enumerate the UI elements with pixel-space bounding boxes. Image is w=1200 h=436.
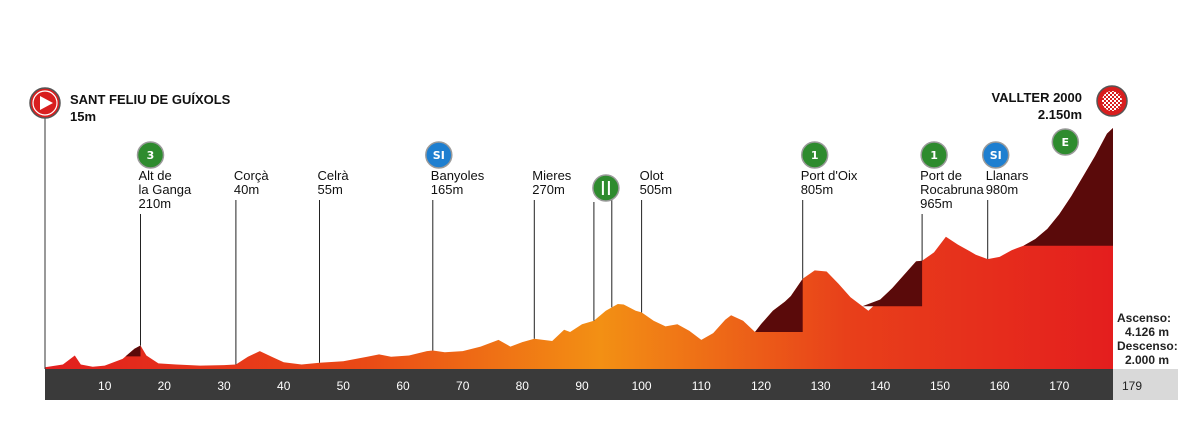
finish-elevation: 2.150m bbox=[1038, 107, 1082, 122]
waypoint-elevation: 270m bbox=[532, 182, 565, 197]
climb-section bbox=[125, 345, 141, 357]
waypoint-name: Olot bbox=[640, 168, 664, 183]
descent-value: 2.000 m bbox=[1125, 353, 1169, 367]
axis-tick-label: 100 bbox=[632, 379, 652, 393]
descent-label: Descenso: bbox=[1117, 339, 1178, 353]
axis-tick-label: 90 bbox=[575, 379, 589, 393]
waypoint-elevation: 505m bbox=[640, 182, 673, 197]
waypoint-name: Corçà bbox=[234, 168, 269, 183]
distance-axis-ticks: 10 20 30 40 50 60 70 80 90 100 110 120 130 140 150 160 1… bbox=[98, 379, 1070, 393]
svg-text:3: 3 bbox=[147, 149, 155, 162]
ascent-value: 4.126 m bbox=[1125, 325, 1169, 339]
waypoint-elevation: 980m bbox=[986, 182, 1019, 197]
distance-axis-bar bbox=[45, 369, 1113, 400]
finish-name: VALLTER 2000 bbox=[991, 90, 1082, 105]
total-distance-box bbox=[1113, 369, 1178, 400]
climb-section bbox=[755, 278, 803, 332]
axis-tick-label: 120 bbox=[751, 379, 771, 393]
intermediate-sprint-icon: SI bbox=[425, 141, 453, 169]
feed-zone-icon bbox=[592, 174, 620, 202]
waypoint-elevation: 165m bbox=[431, 182, 464, 197]
category-3-climb-icon: 3 bbox=[136, 141, 165, 169]
waypoint-name: Banyoles bbox=[431, 168, 485, 183]
axis-tick-label: 40 bbox=[277, 379, 291, 393]
marker-lines bbox=[140, 190, 989, 365]
waypoint-name: Mieres bbox=[532, 168, 572, 183]
axis-tick-label: 160 bbox=[990, 379, 1010, 393]
axis-tick-label: 130 bbox=[811, 379, 831, 393]
axis-tick-label: 60 bbox=[396, 379, 410, 393]
svg-text:1: 1 bbox=[930, 149, 938, 162]
category-1-climb-icon: 1 bbox=[800, 141, 829, 169]
axis-tick-label: 50 bbox=[337, 379, 351, 393]
axis-tick-label: 70 bbox=[456, 379, 470, 393]
svg-text:1: 1 bbox=[811, 149, 819, 162]
axis-tick-label: 10 bbox=[98, 379, 112, 393]
ascent-label: Ascenso: bbox=[1117, 311, 1171, 325]
waypoint-elevation: 40m bbox=[234, 182, 259, 197]
climb-sections bbox=[125, 128, 1113, 357]
waypoint-name: Rocabruna bbox=[920, 182, 984, 197]
climb-section bbox=[999, 128, 1113, 246]
waypoint-elevation: 210m bbox=[139, 196, 172, 211]
waypoint-elevation: 965m bbox=[920, 196, 953, 211]
start-name: SANT FELIU DE GUÍXOLS bbox=[70, 92, 231, 107]
axis-tick-label: 150 bbox=[930, 379, 950, 393]
finish-checkered-icon bbox=[1096, 85, 1128, 117]
axis-tick-label: 170 bbox=[1049, 379, 1069, 393]
svg-text:SI: SI bbox=[990, 149, 1002, 162]
waypoint-name: Llanars bbox=[986, 168, 1029, 183]
waypoint-name: Alt de bbox=[139, 168, 172, 183]
start-elevation: 15m bbox=[70, 109, 96, 124]
axis-tick-label: 110 bbox=[692, 379, 711, 393]
axis-tick-label: 140 bbox=[870, 379, 890, 393]
waypoint-name: Celrà bbox=[318, 168, 350, 183]
elevation-profile-area bbox=[45, 128, 1113, 369]
axis-tick-label: 30 bbox=[217, 379, 231, 393]
intermediate-sprint-icon: SI bbox=[981, 141, 1010, 169]
waypoint-name: Port d'Oix bbox=[801, 168, 858, 183]
svg-text:SI: SI bbox=[433, 149, 445, 162]
start-flag-icon bbox=[29, 87, 61, 119]
axis-tick-label: 80 bbox=[516, 379, 530, 393]
waypoint-elevation: 55m bbox=[318, 182, 343, 197]
svg-text:E: E bbox=[1062, 136, 1070, 149]
climb-section bbox=[862, 260, 923, 307]
waypoint-name: Port de bbox=[920, 168, 962, 183]
total-distance-value: 179 bbox=[1122, 379, 1142, 393]
waypoint-elevation: 805m bbox=[801, 182, 834, 197]
axis-tick-label: 20 bbox=[158, 379, 172, 393]
special-category-climb-icon: E bbox=[1051, 128, 1080, 156]
waypoint-name: la Ganga bbox=[139, 182, 193, 197]
category-1-climb-icon: 1 bbox=[920, 141, 948, 169]
